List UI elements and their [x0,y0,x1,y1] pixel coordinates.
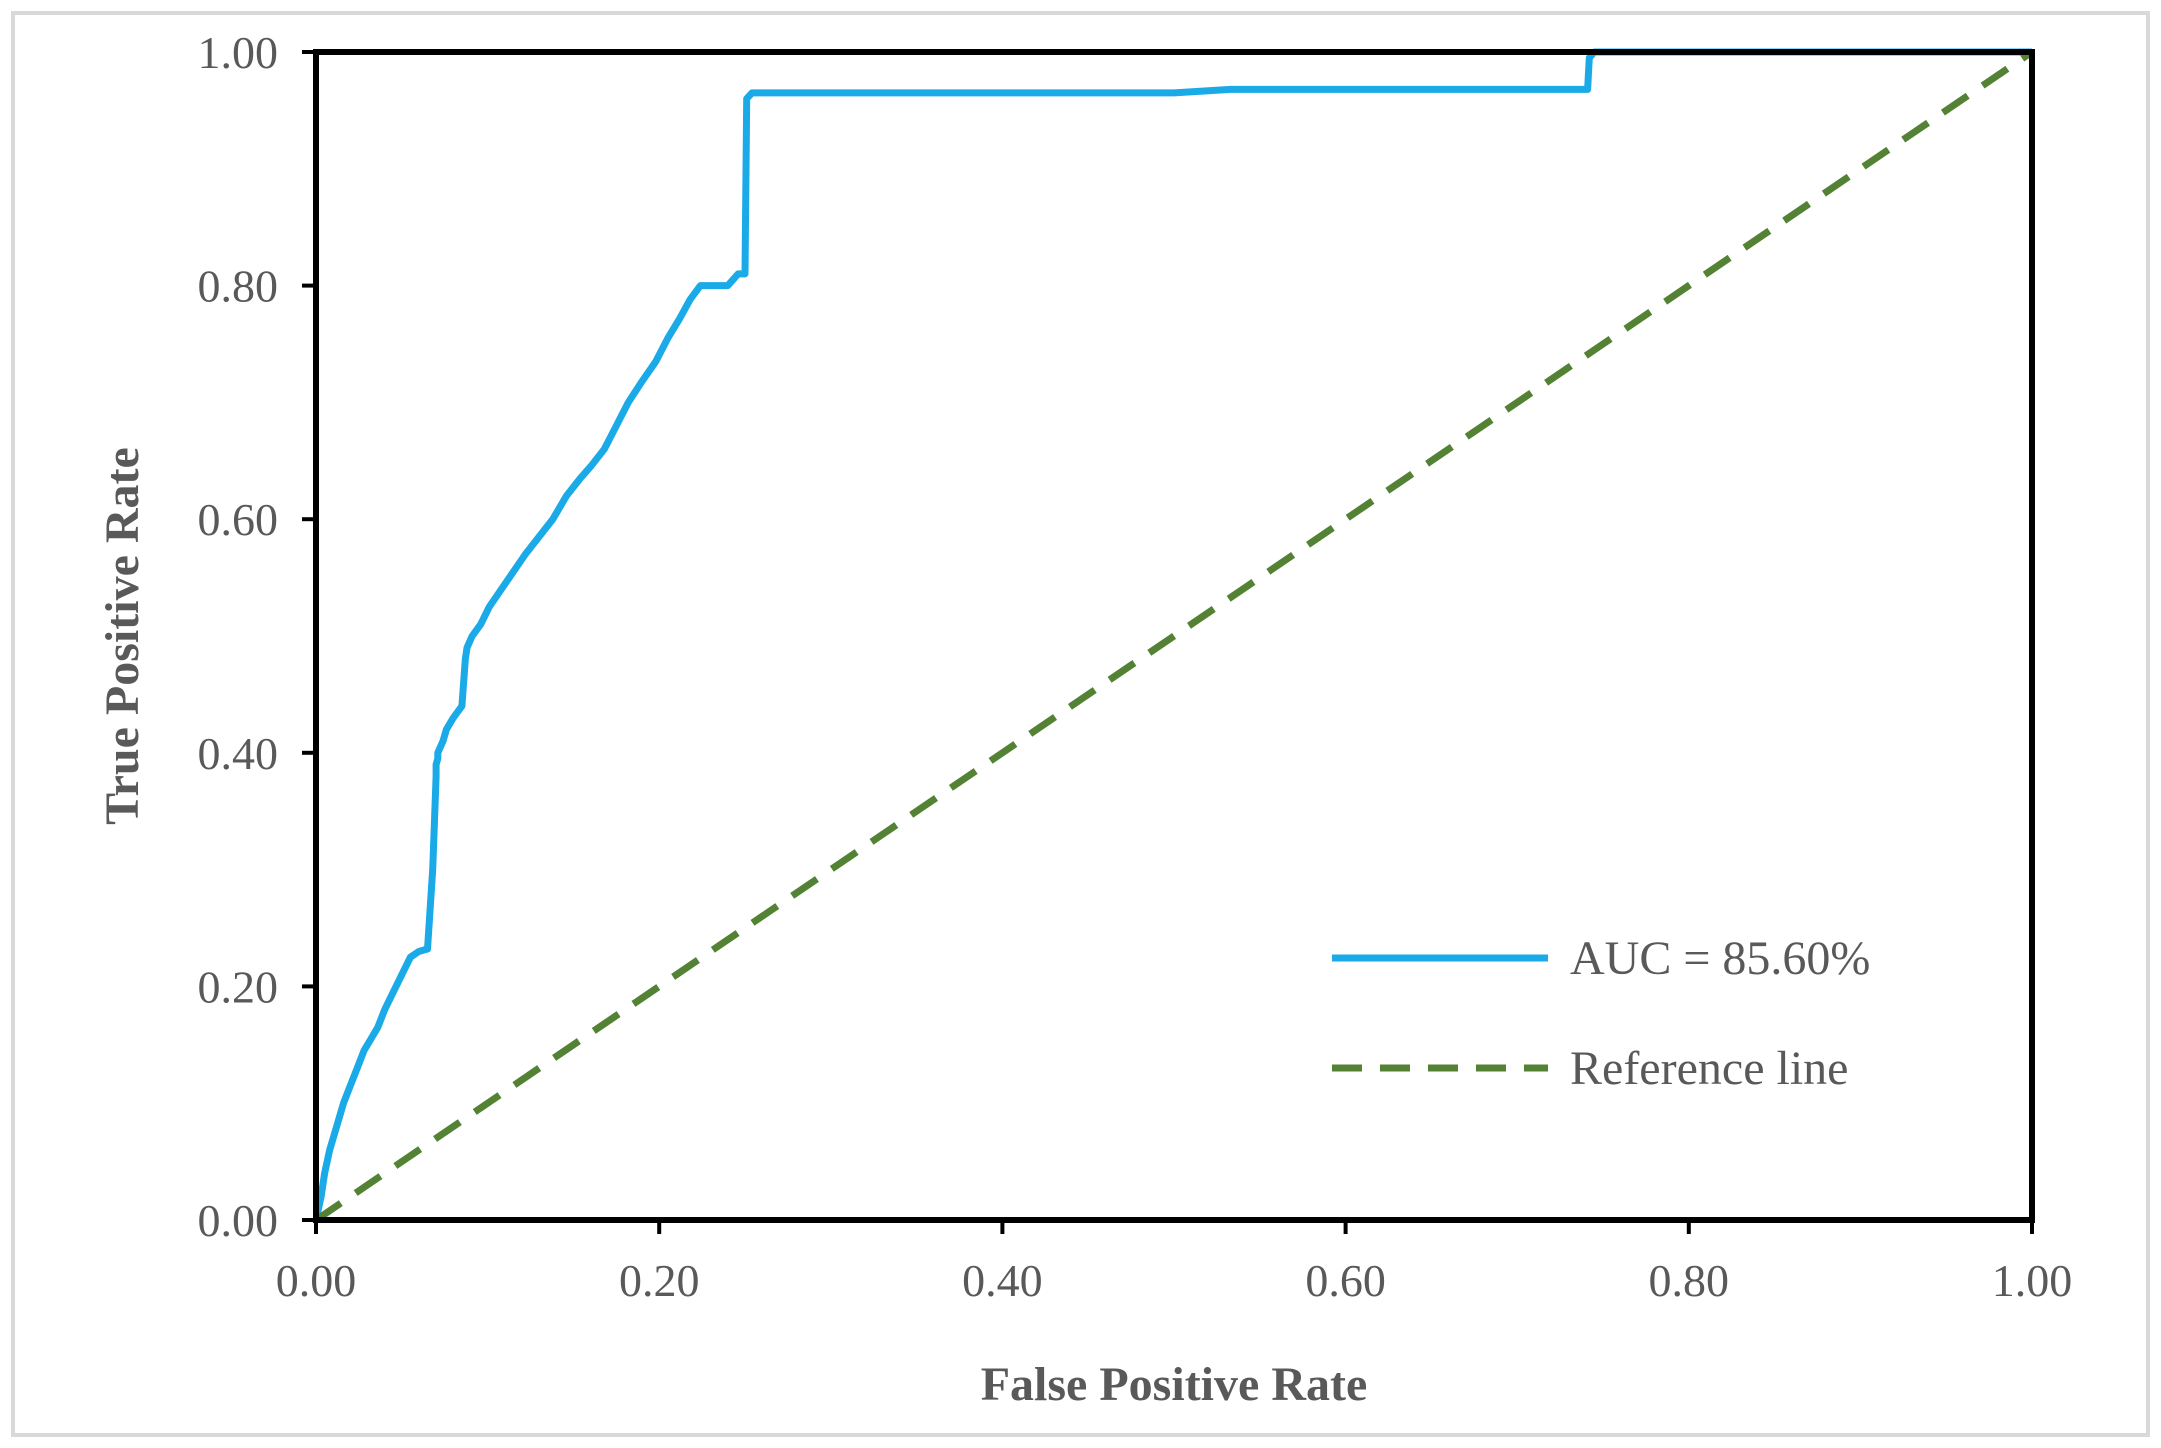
legend-label-auc: AUC = 85.60% [1570,932,1870,985]
y-tick-label: 0.20 [198,961,279,1012]
reference-line [314,49,2034,1223]
roc-curve-line [312,48,2032,1221]
x-axis-title: False Positive Rate [981,1358,1368,1411]
x-tick-label: 0.20 [619,1255,700,1306]
x-tick-label: 0.80 [1649,1255,1730,1306]
y-tick-label: 1.00 [198,27,279,78]
x-axis-ticks: 0.00 0.20 0.40 0.60 0.80 1.00 [276,1220,2073,1306]
y-tick-label: 0.40 [198,728,279,779]
legend: AUC = 85.60% Reference line [1332,932,1870,1095]
y-tick-label: 0.60 [198,494,279,545]
y-tick-label: 0.00 [198,1195,279,1246]
y-axis-ticks: 0.00 0.20 0.40 0.60 0.80 1.00 [198,27,316,1246]
plot-area-border [313,49,2035,1223]
y-tick-label: 0.80 [198,261,279,312]
x-tick-label: 0.00 [276,1255,357,1306]
series-layer [312,48,2034,1223]
x-tick-label: 0.60 [1305,1255,1386,1306]
x-tick-label: 0.40 [962,1255,1043,1306]
figure-border [11,11,2150,1437]
legend-label-reference: Reference line [1570,1042,1848,1095]
y-axis-title: True Positive Rate [96,447,149,825]
x-tick-label: 1.00 [1992,1255,2073,1306]
